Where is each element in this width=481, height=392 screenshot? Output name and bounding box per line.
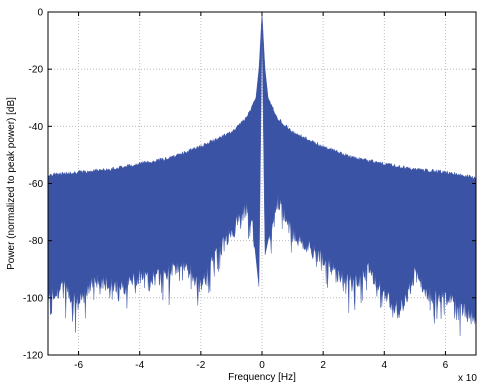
y-tick-label: -60	[29, 179, 44, 190]
y-tick-label: -120	[23, 351, 43, 362]
y-axis-label: Power (normalized to peak power) [dB]	[6, 97, 17, 270]
tick-layer: -6 -4 -2 0 2 4 60-20-40-60-80-100-120	[23, 8, 476, 371]
y-tick-label: -40	[29, 122, 44, 133]
x-tick-label: -6	[74, 360, 83, 371]
x-tick-label: 4	[382, 360, 388, 371]
x-tick-label: 0	[259, 360, 265, 371]
y-tick-label: -20	[29, 65, 44, 76]
x-axis-label: Frequency [Hz]	[228, 372, 296, 383]
x-tick-label: 2	[320, 360, 326, 371]
x-multiplier-label: x 10	[458, 373, 477, 384]
y-tick-label: -80	[29, 236, 44, 247]
x-tick-label: -4	[135, 360, 144, 371]
x-tick-label: 6	[443, 360, 449, 371]
x-tick-label: -2	[196, 360, 205, 371]
y-tick-label: -100	[23, 293, 43, 304]
y-tick-label: 0	[37, 8, 43, 19]
